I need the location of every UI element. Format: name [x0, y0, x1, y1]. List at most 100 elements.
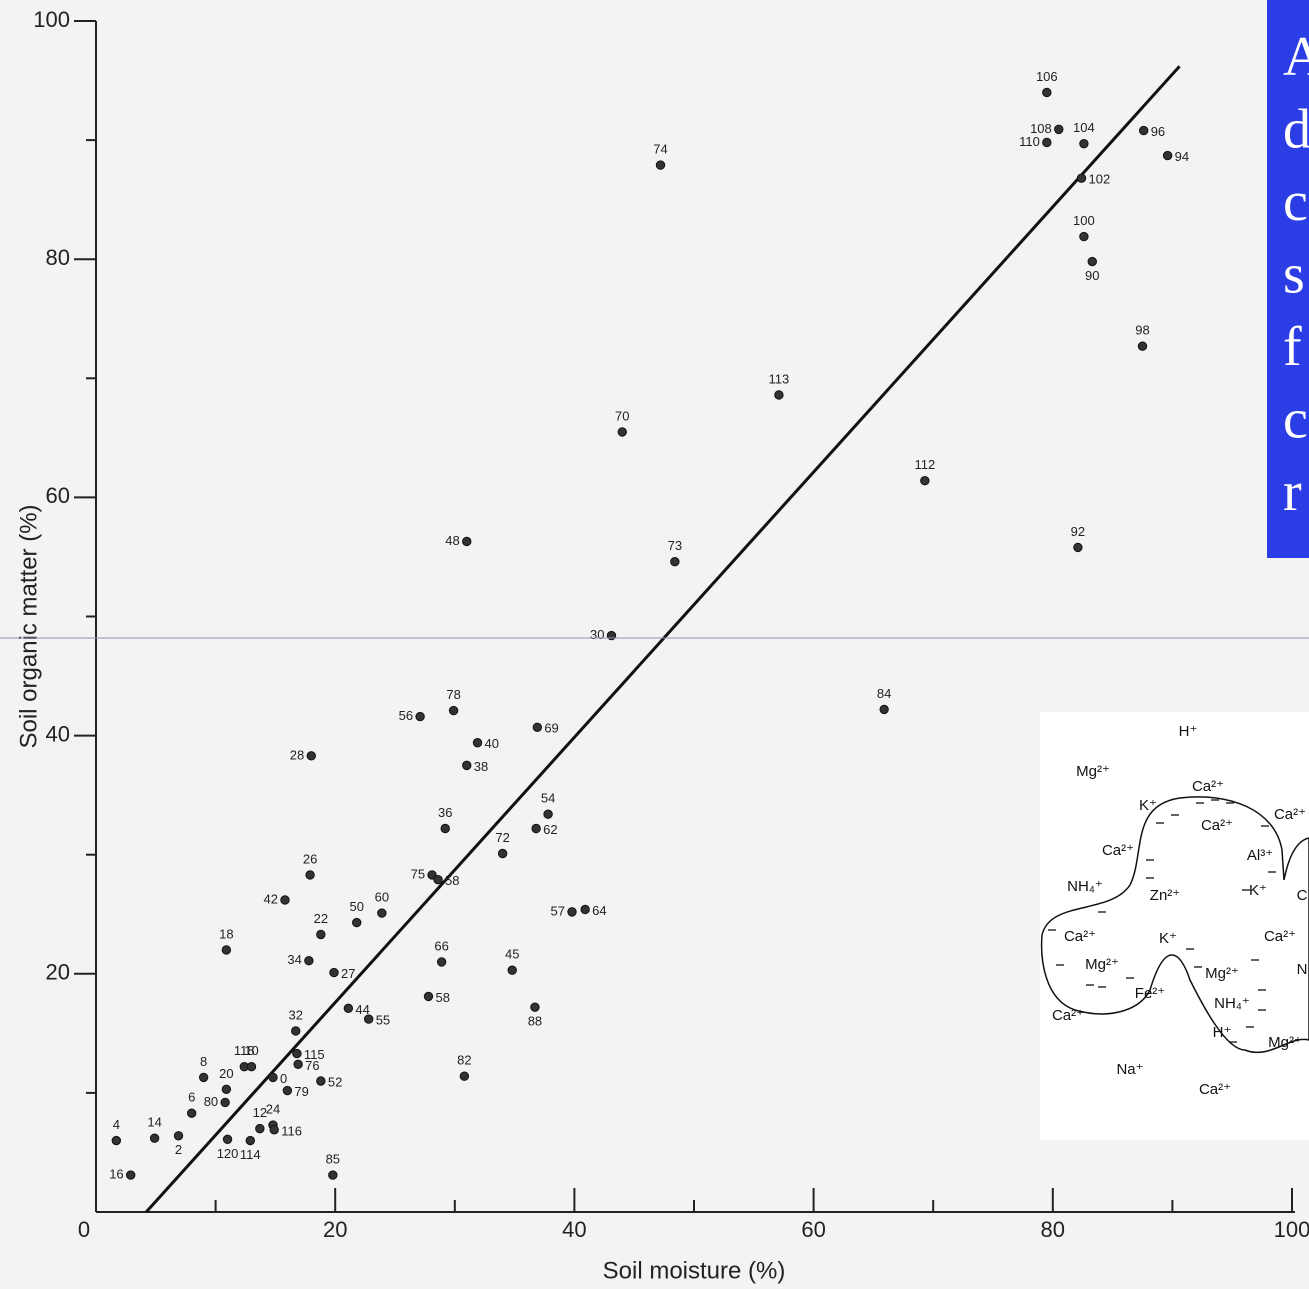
ion-label: Ca²⁺ [1201, 817, 1233, 834]
data-point [352, 917, 362, 928]
point-label: 57 [551, 903, 565, 918]
point-label: 12 [253, 1105, 267, 1120]
point-label: 45 [505, 947, 519, 962]
data-point [415, 711, 425, 722]
data-point [462, 536, 472, 547]
point-label: 26 [303, 851, 317, 866]
data-point [1042, 137, 1052, 148]
data-point [448, 705, 459, 716]
point-label: 14 [147, 1115, 161, 1130]
point-label: 112 [914, 457, 935, 472]
data-point [293, 1059, 303, 1070]
ion-label: Mg²⁺ [1205, 965, 1239, 982]
point-label: 27 [341, 966, 355, 981]
point-label: 28 [290, 747, 304, 762]
y-tick-label: 100 [33, 7, 70, 32]
data-point [111, 1135, 122, 1146]
point-label: 73 [668, 538, 682, 553]
point-label: 8 [200, 1054, 207, 1069]
data-point [269, 1125, 279, 1135]
data-point [459, 1071, 470, 1081]
point-label: 66 [434, 938, 448, 953]
data-point [316, 929, 326, 940]
data-point [427, 870, 437, 880]
ion-label: Mg²⁺ [1268, 1034, 1302, 1051]
ion-diagram: H⁺ Mg²⁺ Ca²⁺ K⁺ Ca²⁺ Ca²⁺ Ca²⁺ Al³⁺ NH₄⁺ Zn²⁺ K⁺ C C… [1048, 723, 1308, 1098]
y-tick-label: 80 [46, 245, 70, 270]
point-label: 2 [175, 1142, 182, 1157]
x-axis-label: Soil moisture (%) [603, 1257, 786, 1284]
data-point [670, 557, 680, 567]
point-label: 58 [435, 990, 449, 1005]
data-point [282, 1085, 293, 1096]
ion-label: Ca²⁺ [1264, 928, 1296, 945]
point-label: 106 [1036, 69, 1058, 84]
trend-line [145, 65, 1181, 1214]
point-label: 55 [376, 1012, 390, 1027]
data-point [291, 1026, 301, 1036]
point-label: 72 [495, 830, 509, 845]
data-point [655, 160, 666, 170]
point-label: 60 [375, 889, 389, 904]
callout-line: A [1283, 26, 1309, 88]
point-label: 96 [1151, 124, 1165, 139]
data-point [543, 809, 553, 819]
ion-label: N [1297, 961, 1308, 978]
point-label: 118 [234, 1043, 255, 1058]
point-label: 0 [280, 1071, 287, 1086]
ion-label: Fe²⁺ [1135, 985, 1165, 1002]
ion-label: Al³⁺ [1247, 847, 1273, 864]
data-point [198, 1072, 209, 1083]
point-label: 85 [326, 1152, 340, 1167]
x-tick-label: 20 [323, 1217, 347, 1242]
callout-line: s [1283, 243, 1305, 305]
point-label: 90 [1085, 268, 1099, 283]
point-label: 104 [1073, 120, 1095, 135]
data-point [1079, 231, 1089, 242]
data-point [1138, 125, 1149, 136]
y-tick-label: 40 [46, 721, 70, 746]
data-point [462, 760, 472, 771]
callout-line: c [1283, 171, 1308, 233]
point-label: 34 [287, 952, 301, 967]
callout-line: d [1283, 98, 1309, 160]
point-label: 20 [219, 1066, 233, 1081]
data-point [222, 1134, 233, 1145]
data-point [530, 1002, 540, 1012]
point-label: 100 [1073, 213, 1095, 228]
point-label: 56 [399, 708, 413, 723]
point-label: 120 [217, 1146, 239, 1161]
point-label: 50 [349, 899, 363, 914]
ion-label: K⁺ [1249, 882, 1267, 899]
point-label: 79 [294, 1084, 308, 1099]
point-label: 64 [592, 903, 606, 918]
point-label: 88 [528, 1014, 542, 1029]
point-label: 6 [188, 1090, 195, 1105]
data-point [280, 895, 290, 905]
point-label: 42 [263, 891, 277, 906]
callout-line: r [1283, 461, 1302, 523]
ion-label: Ca²⁺ [1102, 842, 1134, 859]
ion-label: Ca²⁺ [1274, 806, 1306, 823]
data-point [305, 870, 315, 880]
point-label: 75 [411, 866, 425, 881]
point-label: 4 [113, 1117, 120, 1132]
ion-label: Ca²⁺ [1199, 1081, 1231, 1098]
data-point [246, 1061, 257, 1072]
data-point [433, 875, 443, 885]
point-label: 62 [543, 822, 557, 837]
data-point [220, 1097, 230, 1108]
ion-label: Mg²⁺ [1076, 763, 1110, 780]
point-label: 110 [1019, 134, 1040, 149]
ion-label: Zn²⁺ [1150, 887, 1180, 904]
x-tick-label: 40 [562, 1217, 586, 1242]
ion-label: NH₄⁺ [1214, 995, 1250, 1012]
x-tick-label: 80 [1041, 1217, 1065, 1242]
data-point [1076, 173, 1087, 183]
point-label: 32 [288, 1007, 302, 1022]
y-tick-label: 20 [46, 960, 70, 985]
data-point [440, 823, 450, 834]
ion-label: Ca²⁺ [1064, 928, 1096, 945]
